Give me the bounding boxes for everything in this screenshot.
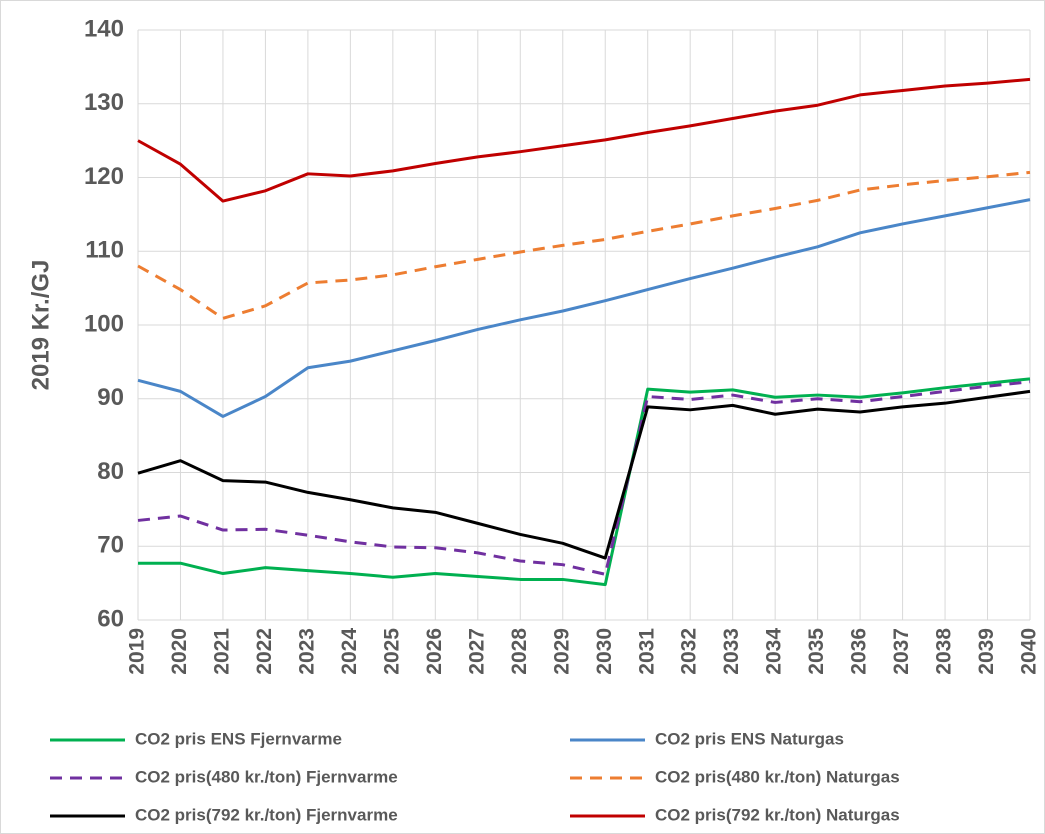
x-tick-label: 2037 (890, 628, 913, 675)
y-tick-label: 80 (97, 458, 124, 485)
series-line (137, 380, 1031, 576)
y-axis-label: 2019 Kr./GJ (27, 260, 54, 391)
x-tick-label: 2039 (975, 628, 998, 675)
x-tick-label: 2025 (380, 628, 403, 675)
x-tick-label: 2030 (593, 628, 616, 675)
legend-label: CO2 pris ENS Fjernvarme (135, 729, 342, 748)
x-tick-label: 2026 (423, 628, 446, 675)
legend-label: CO2 pris(480 kr./ton) Fjernvarme (135, 767, 398, 786)
x-tick-label: 2032 (678, 628, 701, 675)
x-tick-label: 2022 (253, 628, 276, 675)
x-tick-label: 2031 (635, 628, 658, 675)
series-line (137, 389, 1031, 560)
x-tick-label: 2038 (933, 628, 956, 675)
x-tick-label: 2029 (550, 628, 573, 675)
legend-label: CO2 pris(792 kr./ton) Naturgas (655, 805, 900, 824)
series-line (137, 198, 1031, 418)
x-tick-label: 2036 (848, 628, 871, 675)
x-tick-label: 2028 (508, 628, 531, 675)
y-tick-label: 70 (97, 532, 124, 559)
x-tick-label: 2020 (168, 628, 191, 675)
y-tick-label: 90 (97, 384, 124, 411)
y-tick-label: 100 (84, 310, 124, 337)
x-tick-label: 2027 (465, 628, 488, 675)
y-tick-label: 120 (84, 163, 124, 190)
series-line (137, 170, 1031, 320)
series-line (137, 77, 1031, 203)
y-tick-label: 60 (97, 605, 124, 632)
x-tick-label: 2021 (210, 628, 233, 675)
legend-label: CO2 pris(792 kr./ton) Fjernvarme (135, 805, 398, 824)
series-line (138, 377, 1031, 587)
x-tick-label: 2034 (763, 628, 786, 675)
y-tick-label: 140 (84, 15, 124, 42)
y-tick-label: 110 (85, 237, 124, 264)
legend-label: CO2 pris(480 kr./ton) Naturgas (655, 767, 900, 786)
x-tick-label: 2033 (720, 628, 743, 675)
x-tick-label: 2024 (338, 628, 361, 675)
x-tick-label: 2019 (126, 628, 149, 675)
x-tick-label: 2040 (1018, 628, 1041, 675)
x-tick-label: 2023 (295, 628, 318, 675)
y-tick-label: 130 (84, 89, 124, 116)
legend-label: CO2 pris ENS Naturgas (655, 729, 844, 748)
x-tick-label: 2035 (805, 628, 828, 675)
